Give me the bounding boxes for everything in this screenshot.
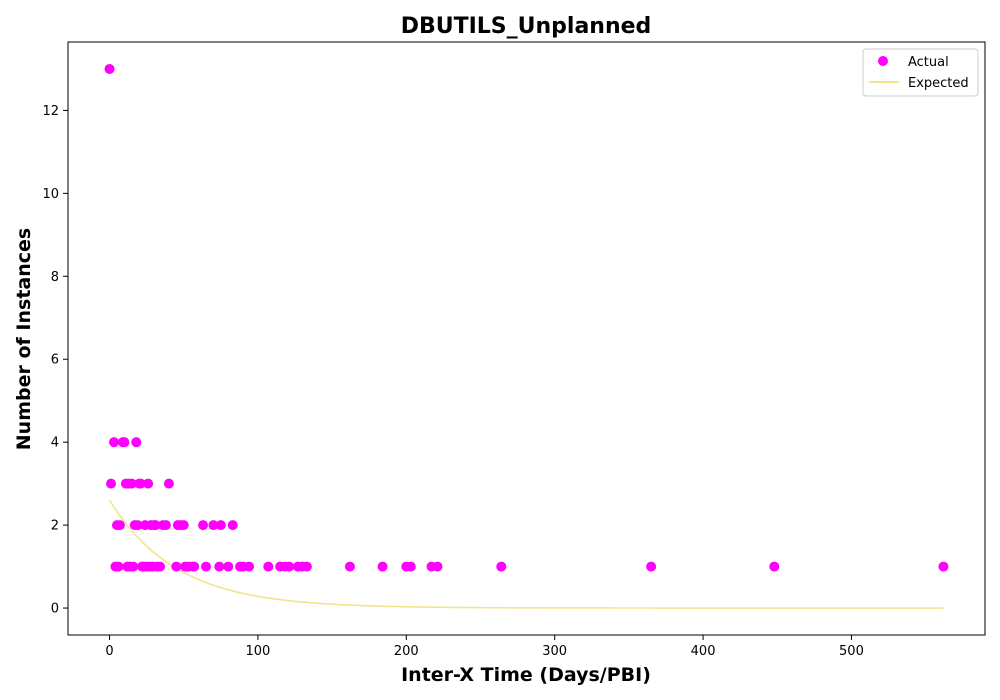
legend: Actual Expected — [862, 48, 979, 97]
x-tick-label-400: 400 — [691, 644, 716, 659]
y-tick-label-0: 0 — [51, 602, 59, 617]
x-tick-label-100: 100 — [246, 644, 271, 659]
data-point-actual-31 — [155, 561, 165, 572]
y-tick-label-8: 8 — [51, 270, 59, 285]
data-point-actual-14 — [128, 561, 139, 572]
legend-marker-actual — [878, 56, 888, 66]
data-point-actual-8 — [119, 437, 130, 448]
data-point-actual-47 — [215, 520, 226, 531]
data-point-actual-13 — [126, 478, 137, 489]
data-point-actual-66 — [496, 561, 507, 572]
data-point-actual-67 — [646, 561, 657, 572]
y-tick-label-2: 2 — [51, 519, 59, 534]
data-point-actual-6 — [114, 520, 125, 531]
x-tick-label-200: 200 — [394, 644, 419, 659]
legend-label-actual: Actual — [908, 55, 949, 70]
data-point-actual-61 — [377, 561, 388, 572]
data-point-actual-43 — [198, 520, 209, 531]
data-point-actual-38 — [178, 520, 189, 531]
data-point-actual-34 — [163, 478, 174, 489]
data-point-actual-24 — [143, 478, 154, 489]
data-point-actual-46 — [214, 561, 225, 572]
data-point-actual-0 — [104, 63, 115, 74]
data-point-actual-65 — [432, 561, 443, 572]
data-point-actual-52 — [244, 561, 255, 572]
data-point-actual-56 — [284, 561, 295, 572]
data-point-actual-29 — [150, 520, 161, 531]
y-axis-label: Number of Instances — [13, 228, 35, 450]
data-point-actual-5 — [113, 561, 124, 572]
legend-label-expected: Expected — [908, 76, 969, 91]
x-tick-label-300: 300 — [542, 644, 567, 659]
chart-title: DBUTILS_Unplanned — [401, 14, 652, 39]
data-point-actual-1 — [106, 478, 117, 489]
data-point-actual-42 — [189, 561, 200, 572]
data-point-actual-19 — [135, 478, 146, 489]
data-point-actual-59 — [301, 561, 312, 572]
x-tick-label-0: 0 — [105, 644, 113, 659]
x-tick-label-500: 500 — [839, 644, 864, 659]
data-point-actual-2 — [109, 437, 119, 448]
y-tick-label-12: 12 — [42, 104, 59, 119]
data-point-actual-48 — [223, 561, 234, 572]
expected-curve — [108, 499, 944, 609]
data-point-actual-53 — [263, 561, 274, 572]
data-point-actual-69 — [938, 561, 949, 572]
data-point-actual-45 — [208, 520, 219, 531]
plot-area: 0 100 200 300 400 500 0 2 4 6 8 10 12 — [42, 41, 986, 659]
y-tick-label-10: 10 — [42, 187, 59, 202]
data-point-actual-63 — [405, 561, 416, 572]
plot-frame — [67, 41, 986, 636]
data-point-actual-16 — [131, 437, 142, 448]
data-point-actual-60 — [344, 561, 355, 572]
data-point-actual-68 — [769, 561, 780, 572]
y-tick-label-4: 4 — [51, 436, 59, 451]
x-axis-label: Inter-X Time (Days/PBI) — [401, 664, 651, 686]
y-tick-label-6: 6 — [51, 353, 59, 368]
data-point-actual-44 — [201, 561, 211, 572]
data-point-actual-17 — [132, 520, 143, 531]
data-point-actual-35 — [171, 561, 182, 572]
legend-frame — [862, 48, 979, 97]
data-point-actual-49 — [227, 520, 238, 531]
data-point-actual-33 — [160, 520, 171, 531]
